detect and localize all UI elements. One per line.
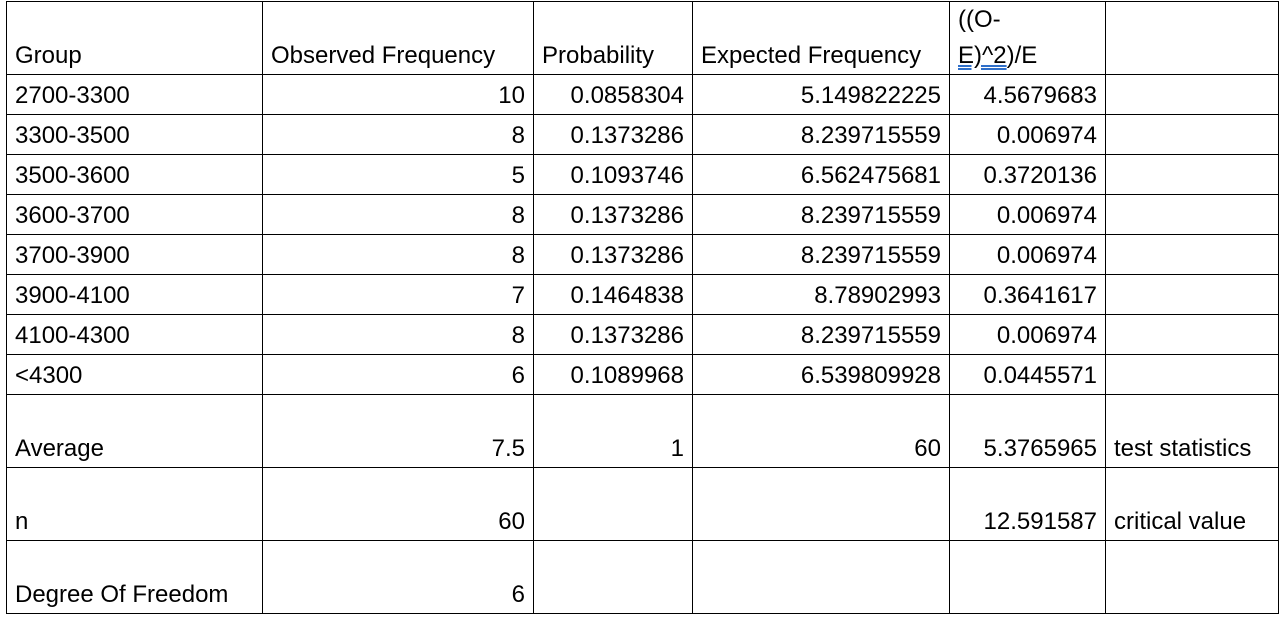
- header-chi-part-c: )/E: [1006, 42, 1038, 69]
- probability-cell[interactable]: 0.1093746: [533, 154, 693, 195]
- n-label[interactable]: n: [6, 467, 263, 541]
- expected-cell[interactable]: 8.78902993: [692, 274, 950, 315]
- test-statistics-label[interactable]: test statistics: [1105, 394, 1279, 468]
- group-cell[interactable]: 2700-3300: [6, 74, 263, 115]
- total-expected[interactable]: 60: [692, 394, 950, 468]
- chi-cell[interactable]: 0.006974: [949, 314, 1106, 355]
- chi-cell[interactable]: 0.0445571: [949, 354, 1106, 395]
- chi-cell[interactable]: 0.006974: [949, 114, 1106, 155]
- degrees-of-freedom-row: Degree Of Freedom 6: [6, 540, 1279, 614]
- expected-cell[interactable]: 8.239715559: [692, 234, 950, 275]
- header-chi-square[interactable]: ((O- E)^2)/E: [949, 1, 1106, 75]
- empty-cell[interactable]: [692, 540, 950, 614]
- probability-cell[interactable]: 0.1373286: [533, 114, 693, 155]
- table-row: 3500-3600 5 0.1093746 6.562475681 0.3720…: [6, 154, 1279, 195]
- n-row: n 60 12.591587 critical value: [6, 467, 1279, 541]
- group-cell[interactable]: 3600-3700: [6, 194, 263, 235]
- probability-cell[interactable]: 0.1089968: [533, 354, 693, 395]
- probability-cell[interactable]: 0.0858304: [533, 74, 693, 115]
- empty-cell[interactable]: [1105, 1, 1279, 75]
- chi-cell[interactable]: 0.3641617: [949, 274, 1106, 315]
- group-cell[interactable]: 4100-4300: [6, 314, 263, 355]
- header-expected-frequency[interactable]: Expected Frequency: [692, 1, 950, 75]
- observed-cell[interactable]: 8: [262, 314, 534, 355]
- observed-cell[interactable]: 8: [262, 194, 534, 235]
- empty-cell[interactable]: [533, 467, 693, 541]
- empty-cell[interactable]: [1105, 194, 1279, 235]
- observed-cell[interactable]: 5: [262, 154, 534, 195]
- probability-cell[interactable]: 0.1464838: [533, 274, 693, 315]
- probability-cell[interactable]: 0.1373286: [533, 194, 693, 235]
- dof-value[interactable]: 6: [262, 540, 534, 614]
- header-probability[interactable]: Probability: [533, 1, 693, 75]
- observed-cell[interactable]: 7: [262, 274, 534, 315]
- observed-cell[interactable]: 10: [262, 74, 534, 115]
- empty-cell[interactable]: [1105, 540, 1279, 614]
- test-statistic-value[interactable]: 5.3765965: [949, 394, 1106, 468]
- table-row: <4300 6 0.1089968 6.539809928 0.0445571: [6, 354, 1279, 395]
- critical-value[interactable]: 12.591587: [949, 467, 1106, 541]
- expected-cell[interactable]: 5.149822225: [692, 74, 950, 115]
- critical-value-label[interactable]: critical value: [1105, 467, 1279, 541]
- chi-cell[interactable]: 0.006974: [949, 234, 1106, 275]
- empty-cell[interactable]: [949, 540, 1106, 614]
- dof-label[interactable]: Degree Of Freedom: [6, 540, 263, 614]
- empty-cell[interactable]: [1105, 354, 1279, 395]
- header-row: Group Observed Frequency Probability Exp…: [6, 1, 1279, 75]
- header-chi-part-b: E)^2: [958, 42, 1007, 69]
- probability-cell[interactable]: 0.1373286: [533, 234, 693, 275]
- table-row: 3700-3900 8 0.1373286 8.239715559 0.0069…: [6, 234, 1279, 275]
- total-probability[interactable]: 1: [533, 394, 693, 468]
- group-cell[interactable]: <4300: [6, 354, 263, 395]
- table-row: 4100-4300 8 0.1373286 8.239715559 0.0069…: [6, 314, 1279, 355]
- empty-cell[interactable]: [1105, 154, 1279, 195]
- empty-cell[interactable]: [1105, 234, 1279, 275]
- table-row: 3600-3700 8 0.1373286 8.239715559 0.0069…: [6, 194, 1279, 235]
- expected-cell[interactable]: 6.539809928: [692, 354, 950, 395]
- group-cell[interactable]: 3300-3500: [6, 114, 263, 155]
- header-group[interactable]: Group: [6, 1, 263, 75]
- n-value[interactable]: 60: [262, 467, 534, 541]
- observed-cell[interactable]: 8: [262, 114, 534, 155]
- chi-cell[interactable]: 4.5679683: [949, 74, 1106, 115]
- empty-cell[interactable]: [1105, 274, 1279, 315]
- average-observed[interactable]: 7.5: [262, 394, 534, 468]
- expected-cell[interactable]: 8.239715559: [692, 194, 950, 235]
- data-table: Group Observed Frequency Probability Exp…: [6, 1, 1279, 614]
- observed-cell[interactable]: 8: [262, 234, 534, 275]
- chi-cell[interactable]: 0.006974: [949, 194, 1106, 235]
- average-row: Average 7.5 1 60 5.3765965 test statisti…: [6, 394, 1279, 468]
- empty-cell[interactable]: [1105, 114, 1279, 155]
- group-cell[interactable]: 3700-3900: [6, 234, 263, 275]
- probability-cell[interactable]: 0.1373286: [533, 314, 693, 355]
- observed-cell[interactable]: 6: [262, 354, 534, 395]
- group-cell[interactable]: 3500-3600: [6, 154, 263, 195]
- table-row: 3300-3500 8 0.1373286 8.239715559 0.0069…: [6, 114, 1279, 155]
- empty-cell[interactable]: [692, 467, 950, 541]
- header-chi-part-a: ((O-: [958, 6, 1001, 33]
- empty-cell[interactable]: [1105, 314, 1279, 355]
- table-row: 2700-3300 10 0.0858304 5.149822225 4.567…: [6, 74, 1279, 115]
- expected-cell[interactable]: 8.239715559: [692, 314, 950, 355]
- average-label[interactable]: Average: [6, 394, 263, 468]
- header-observed-frequency[interactable]: Observed Frequency: [262, 1, 534, 75]
- empty-cell[interactable]: [1105, 74, 1279, 115]
- empty-cell[interactable]: [533, 540, 693, 614]
- table-row: 3900-4100 7 0.1464838 8.78902993 0.36416…: [6, 274, 1279, 315]
- group-cell[interactable]: 3900-4100: [6, 274, 263, 315]
- chi-cell[interactable]: 0.3720136: [949, 154, 1106, 195]
- expected-cell[interactable]: 8.239715559: [692, 114, 950, 155]
- expected-cell[interactable]: 6.562475681: [692, 154, 950, 195]
